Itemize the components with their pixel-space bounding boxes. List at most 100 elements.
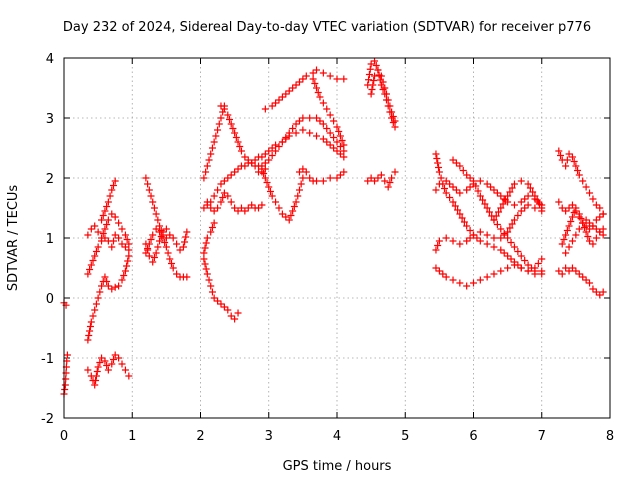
data-point: [299, 174, 307, 182]
data-point: [526, 184, 534, 192]
data-point: [120, 272, 128, 279]
data-series: [432, 261, 546, 290]
data-point: [340, 168, 348, 176]
data-point: [103, 221, 111, 228]
data-point: [237, 147, 245, 155]
data-series: [142, 225, 170, 266]
data-point: [162, 243, 170, 251]
data-point: [234, 309, 242, 317]
data-point: [314, 89, 322, 96]
data-series: [142, 225, 191, 281]
y-tick-label: 2: [46, 172, 54, 187]
data-point: [586, 219, 594, 227]
data-point: [333, 138, 341, 146]
data-point: [388, 174, 396, 182]
data-point: [248, 159, 256, 167]
data-point: [210, 192, 218, 200]
data-point: [268, 102, 276, 110]
data-point: [289, 125, 297, 132]
data-point: [476, 192, 484, 200]
data-point: [61, 381, 69, 389]
data-point: [91, 381, 99, 389]
data-point: [241, 162, 249, 170]
data-point: [463, 186, 471, 194]
data-series: [258, 114, 348, 170]
data-point: [104, 366, 112, 374]
data-point: [292, 198, 300, 206]
data-point: [109, 356, 117, 363]
data-point: [517, 207, 525, 215]
data-point: [265, 147, 273, 155]
data-point: [214, 297, 222, 305]
data-point: [572, 204, 580, 212]
data-point: [261, 174, 269, 182]
data-point: [473, 234, 481, 242]
data-point: [98, 282, 106, 290]
data-point: [570, 158, 578, 165]
data-point: [109, 182, 117, 189]
data-point: [575, 171, 583, 179]
data-point: [176, 246, 184, 254]
x-tick-label: 6: [469, 429, 477, 444]
data-point: [582, 222, 590, 230]
data-point: [231, 204, 239, 212]
data-point: [558, 204, 566, 212]
data-point: [278, 138, 286, 146]
data-point: [121, 231, 129, 239]
data-point: [144, 180, 152, 188]
data-point: [592, 225, 600, 233]
data-point: [389, 113, 397, 120]
data-point: [572, 162, 580, 170]
data-point: [340, 147, 348, 155]
data-series: [432, 201, 546, 254]
data-point: [577, 215, 585, 222]
data-point: [313, 177, 321, 185]
data-point: [500, 249, 508, 257]
data-point: [182, 233, 190, 241]
data-point: [367, 60, 375, 68]
data-point: [183, 228, 191, 236]
data-point: [386, 179, 394, 186]
data-point: [93, 368, 101, 375]
plot-frame: [63, 57, 611, 419]
data-point: [568, 213, 576, 221]
data-point: [563, 156, 571, 164]
data-point: [98, 354, 106, 362]
data-point: [452, 159, 460, 167]
data-point: [313, 132, 321, 140]
data-point: [207, 150, 215, 158]
data-point: [295, 117, 303, 125]
data-point: [306, 174, 314, 182]
data-point: [514, 248, 522, 255]
data-point: [150, 254, 158, 261]
data-point: [567, 218, 575, 225]
data-point: [205, 156, 213, 164]
data-point: [99, 230, 107, 237]
data-point: [111, 213, 119, 221]
data-point: [84, 336, 92, 344]
data-point: [442, 189, 450, 197]
data-point: [309, 75, 317, 83]
data-point: [319, 69, 327, 77]
data-point: [568, 153, 576, 161]
data-point: [589, 195, 597, 203]
data-point: [219, 194, 227, 201]
x-tick-label: 3: [265, 429, 273, 444]
data-point: [215, 120, 223, 128]
data-point: [565, 267, 573, 275]
data-point: [382, 90, 390, 98]
data-point: [108, 210, 116, 218]
data-point: [374, 174, 382, 182]
data-series: [84, 351, 133, 389]
data-point: [219, 108, 227, 116]
data-point: [167, 260, 175, 267]
data-point: [108, 243, 116, 251]
data-point: [466, 227, 474, 234]
data-point: [562, 249, 570, 257]
data-point: [258, 162, 266, 170]
data-point: [319, 120, 327, 128]
data-point: [555, 198, 563, 206]
data-point: [463, 282, 471, 290]
data-point: [200, 249, 208, 257]
data-point: [481, 200, 489, 208]
